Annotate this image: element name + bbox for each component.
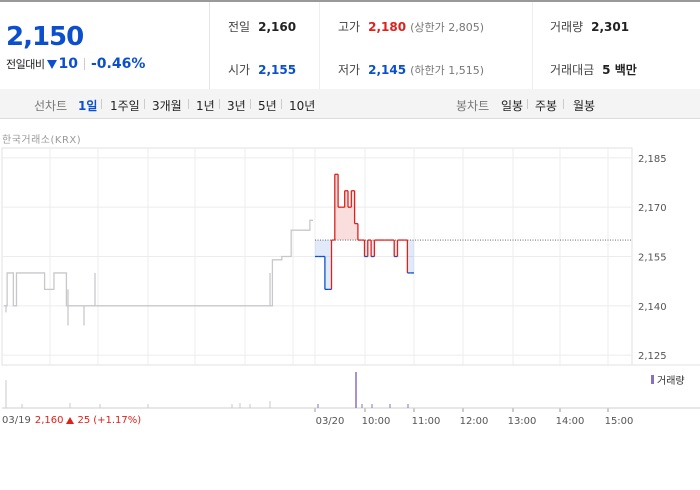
area-fill-segment (394, 240, 398, 257)
stat-low: 저가 2,145 (하한가 1,515) (338, 61, 484, 78)
area-fill-segment (315, 240, 319, 257)
y-tick-label: 2,170 (638, 203, 667, 214)
y-tick-label: 2,140 (638, 302, 667, 313)
down-arrow-icon (47, 59, 58, 69)
change-percent: -0.46% (90, 56, 146, 72)
stat-label: 거래량 (550, 20, 584, 34)
tab-divider (144, 99, 145, 109)
tab-3m[interactable]: 3개월 (152, 99, 182, 113)
quote-summary: 2,150 전일대비 10 -0.46% 전일 2,160 시가 2,155 고… (0, 0, 700, 90)
tab-daily-candle[interactable]: 일봉 (501, 99, 524, 113)
prev-day-date: 03/19 (2, 415, 31, 426)
tab-1d[interactable]: 1일 (78, 99, 98, 113)
x-tick-label: 15:00 (605, 416, 634, 427)
prev-day-pct: (+1.17%) (93, 415, 142, 426)
tab-divider (527, 99, 528, 109)
stat-prev-close: 전일 2,160 (228, 18, 296, 35)
stat-volume: 거래량 2,301 (550, 18, 629, 35)
stat-high: 고가 2,180 (상한가 2,805) (338, 18, 484, 35)
line-chart-label: 선차트 (34, 99, 68, 113)
stat-label: 거래대금 (550, 63, 595, 77)
change-row: 전일대비 10 -0.46% (6, 56, 145, 72)
area-fill-segment (341, 207, 345, 241)
x-tick-label: 10:00 (362, 416, 391, 427)
tab-divider (281, 99, 282, 109)
column-divider (319, 2, 320, 90)
area-fill-segment (328, 240, 332, 290)
tab-3y[interactable]: 3년 (227, 99, 246, 113)
prev-day-info: 03/19 2,160 25 (+1.17%) (2, 415, 141, 426)
candle-chart-label: 봉차트 (456, 99, 490, 113)
stat-value: 2,301 (591, 20, 630, 34)
prev-day-change: 25 (77, 415, 91, 426)
price-box: 2,150 전일대비 10 -0.46% (0, 2, 210, 90)
stat-value: 5 백만 (602, 63, 637, 77)
volume-legend-label: 거래량 (657, 376, 685, 387)
area-fill-segment (324, 240, 329, 290)
tab-divider (219, 99, 220, 109)
data-source-label: 한국거래소(KRX) (2, 135, 82, 146)
y-tick-label: 2,185 (638, 154, 667, 165)
stat-open: 시가 2,155 (228, 61, 296, 78)
stat-label: 저가 (338, 63, 361, 77)
stat-sub: (하한가 1,515) (410, 64, 484, 77)
tab-divider (101, 99, 102, 109)
tab-1y[interactable]: 1년 (196, 99, 215, 113)
area-fill-segment (348, 207, 352, 241)
area-fill-segment (410, 240, 414, 273)
change-value: 10 (58, 56, 78, 72)
volume-swatch (651, 375, 654, 384)
prev-day-price: 2,160 (34, 415, 64, 426)
area-fill-segment (354, 223, 358, 241)
area-fill-segment (318, 240, 322, 257)
stat-value: 2,160 (258, 20, 297, 34)
area-fill-segment (371, 240, 375, 257)
volume-legend: 거래량 (651, 372, 685, 387)
x-tick-label: 03/20 (316, 416, 345, 427)
stat-amount: 거래대금 5 백만 (550, 61, 637, 78)
x-tick-label: 13:00 (508, 416, 537, 427)
tab-monthly-candle[interactable]: 월봉 (573, 99, 596, 113)
x-tick-label: 11:00 (412, 416, 441, 427)
area-fill-segment (338, 207, 342, 241)
change-divider (83, 58, 85, 70)
y-tick-label: 2,125 (638, 351, 667, 362)
stat-label: 고가 (338, 20, 361, 34)
area-fill-segment (334, 174, 339, 241)
change-label: 전일대비 (6, 58, 45, 71)
stat-label: 시가 (228, 63, 251, 77)
tab-weekly-candle[interactable]: 주봉 (535, 99, 558, 113)
column-divider (532, 2, 533, 90)
up-arrow-icon (66, 417, 75, 424)
tab-divider (188, 99, 189, 109)
area-fill-segment (351, 190, 355, 241)
chart-tabs-bar: 선차트 1일 1주일 3개월 1년 3년 5년 10년 봉차트 일봉 주봉 월봉 (0, 89, 700, 119)
x-tick-label: 14:00 (556, 416, 585, 427)
tab-divider (250, 99, 251, 109)
area-fill-segment (407, 240, 411, 273)
area-fill-segment (321, 240, 325, 257)
area-fill-segment (344, 190, 348, 241)
tab-divider (563, 99, 564, 109)
tab-10y[interactable]: 10년 (289, 99, 316, 113)
tab-5y[interactable]: 5년 (258, 99, 277, 113)
stat-value: 2,155 (258, 63, 297, 77)
y-tick-label: 2,155 (638, 253, 667, 264)
current-price: 2,150 (6, 22, 84, 52)
stat-label: 전일 (228, 20, 251, 34)
stat-value: 2,180 (368, 20, 407, 34)
area-fill-segment (364, 240, 368, 257)
prev-day-line (4, 219, 313, 307)
tab-1w[interactable]: 1주일 (110, 99, 140, 113)
stat-value: 2,145 (368, 63, 407, 77)
stat-sub: (상한가 2,805) (410, 21, 484, 34)
x-tick-label: 12:00 (460, 416, 489, 427)
